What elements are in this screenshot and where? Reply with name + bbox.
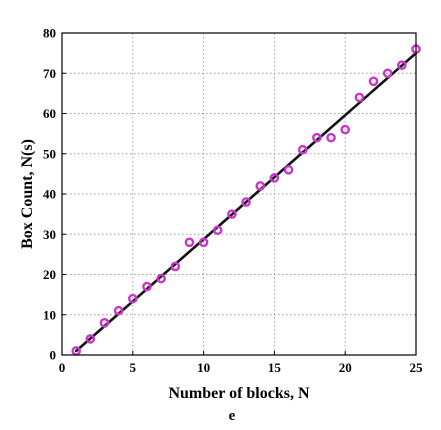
data-point	[340, 124, 351, 135]
x-tick-label: 5	[130, 360, 137, 375]
fit-line	[74, 51, 418, 353]
y-tick-label: 70	[43, 66, 56, 81]
y-tick-label: 60	[43, 106, 56, 121]
data-point	[397, 60, 407, 70]
data-point	[312, 132, 322, 143]
data-point	[156, 273, 166, 284]
x-tick-label: 0	[59, 360, 66, 375]
data-point	[227, 209, 237, 219]
x-axis-title: Number of blocks, N	[168, 385, 309, 402]
data-point	[142, 281, 152, 292]
data-point	[127, 293, 138, 304]
y-tick-label: 20	[43, 267, 56, 282]
fit-line-group	[74, 51, 418, 353]
x-tick-label: 25	[410, 360, 424, 375]
x-tick-labels: 0 5 10 15 20 25	[59, 351, 423, 375]
data-point	[354, 92, 365, 103]
x-tick-label: 15	[268, 360, 282, 375]
y-axis-title: Box Count, N(s)	[19, 139, 36, 249]
data-point	[212, 225, 223, 236]
data-point	[99, 317, 110, 328]
x-tick-label: 20	[339, 360, 352, 375]
data-point	[297, 144, 308, 155]
data-point	[382, 68, 393, 79]
y-tick-label: 10	[43, 307, 56, 322]
y-tick-label: 50	[43, 146, 56, 161]
data-point	[113, 305, 124, 316]
data-point	[326, 132, 336, 143]
data-point	[241, 197, 251, 207]
x-tick-label: 10	[197, 360, 210, 375]
y-tick-labels: 0 10 20 30 40 50 60 70 80	[43, 26, 66, 363]
data-point	[255, 181, 266, 191]
y-tick-label: 80	[43, 26, 56, 41]
data-point	[198, 237, 209, 248]
data-point	[170, 261, 181, 272]
data-point	[184, 237, 195, 248]
y-tick-label: 40	[43, 187, 56, 202]
y-tick-label: 30	[43, 227, 56, 242]
data-point	[283, 165, 294, 175]
y-tick-label: 0	[50, 348, 57, 363]
grid	[62, 33, 416, 355]
panel-label: e	[229, 408, 236, 424]
data-point	[368, 76, 379, 87]
data-point	[269, 173, 280, 183]
data-point	[85, 334, 96, 344]
